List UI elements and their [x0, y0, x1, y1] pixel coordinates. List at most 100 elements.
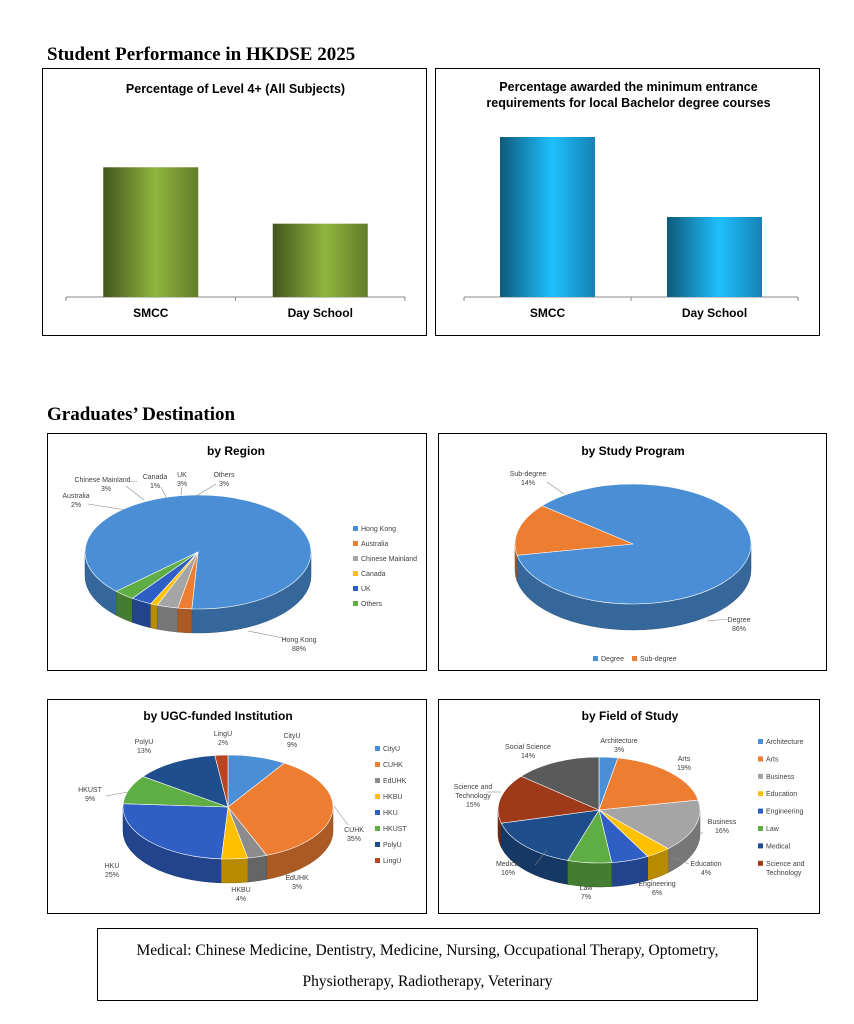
field-chart: by Field of Study Architecture 3% Arts 19% Bu… [438, 699, 820, 914]
program-legend-swatch [632, 656, 637, 661]
region-legend-label: Hong Kong [361, 526, 396, 533]
institution-legend-swatch [375, 810, 380, 815]
institution-label-hkust: HKUST [78, 787, 102, 794]
region-label-others: 3% [219, 481, 229, 488]
region-leader-line [195, 483, 217, 497]
institution-label-lingu: 2% [218, 740, 228, 747]
program-title: by Study Program [581, 444, 684, 458]
institution-wall-eduhk [247, 855, 267, 883]
field-label-medical: 16% [501, 870, 515, 877]
region-label-hong-kong: 88% [292, 646, 306, 653]
field-label-education: Education [690, 861, 721, 868]
institution-legend-swatch [375, 778, 380, 783]
region-title: by Region [207, 444, 265, 458]
region-label-chinese-mainland: Chinese Mainland… [74, 477, 137, 484]
field-legend-swatch [758, 773, 763, 779]
field-label-arts: 19% [677, 765, 691, 772]
institution-chart-svg: by UGC-funded Institution CityU 9% CUHK 35% E… [78, 709, 407, 903]
level4-chart-svg: Percentage of Level 4+ (All Subjects) SMC… [65, 82, 406, 320]
field-chart-svg: by Field of Study Architecture 3% Arts 19% Bu… [454, 709, 805, 901]
field-leader-line [534, 849, 548, 866]
region-legend-swatch [353, 586, 358, 591]
field-legend-swatch [758, 791, 763, 797]
medical-note-line1: Medical: Chinese Medicine, Dentistry, Me… [136, 942, 719, 959]
region-slice-others [115, 551, 199, 599]
institution-label-cityu: 9% [287, 742, 297, 749]
performance-heading: Student Performance in HKDSE 2025 [47, 44, 356, 65]
institution-leader-line [333, 805, 349, 826]
institution-legend-label: EdUHK [383, 778, 407, 785]
region-legend-swatch [353, 541, 358, 546]
region-wall-canada [150, 603, 158, 630]
level4-bar-smcc [103, 167, 199, 297]
field-wall-law [567, 860, 612, 888]
region-wall-chinese-mainland [157, 604, 179, 633]
institution-legend-swatch [375, 842, 380, 847]
institution-label-polyu: PolyU [135, 739, 154, 746]
region-label-canada: 1% [150, 483, 160, 490]
institution-slice-lingu [214, 754, 229, 808]
institution-legend-swatch [375, 826, 380, 831]
program-leader-line [706, 618, 730, 622]
region-label-hong-kong: Hong Kong [281, 637, 316, 644]
region-label-others: Others [213, 472, 235, 479]
program-label-sub-degree: 14% [521, 480, 535, 487]
bachelor-bar-smcc [500, 137, 595, 297]
field-label-social-science: 14% [521, 753, 535, 760]
institution-label-hkbu: HKBU [231, 887, 250, 894]
field-legend-swatch [758, 756, 763, 762]
region-label-canada: Canada [143, 474, 168, 481]
region-chart: by Region Hong Kong 88% Australia 2% Chinese … [47, 433, 427, 671]
region-legend-label: UK [361, 586, 371, 593]
institution-slice-cuhk [227, 762, 334, 856]
bachelor-category-label: Day School [682, 306, 747, 320]
field-legend-label: Medical [766, 843, 791, 850]
program-label-sub-degree: Sub-degree [510, 471, 547, 478]
field-legend-swatch [758, 826, 763, 831]
region-label-uk: UK [177, 472, 187, 479]
program-legend-label: Sub-degree [640, 656, 677, 663]
field-label-arts: Arts [678, 756, 691, 763]
region-leader-line [125, 485, 145, 501]
field-legend-label: Technology [766, 870, 802, 877]
region-leader-line [247, 630, 289, 640]
region-label-australia: Australia [62, 493, 89, 500]
institution-label-hkbu: 4% [236, 896, 246, 903]
field-label-law: Law [580, 885, 594, 892]
institution-legend-swatch [375, 794, 380, 799]
region-legend-swatch [353, 571, 358, 576]
field-legend-label: Arts [766, 756, 779, 763]
institution-legend-swatch [375, 746, 380, 751]
region-legend-swatch [353, 601, 358, 606]
institution-label-cuhk: 35% [347, 836, 361, 843]
region-leader-line [87, 503, 127, 511]
institution-legend-label: LingU [383, 858, 401, 865]
institution-label-hkust: 9% [85, 796, 95, 803]
institution-label-eduhk: EdUHK [285, 875, 309, 882]
level4-category-label: SMCC [133, 306, 169, 320]
institution-chart: by UGC-funded Institution CityU 9% CUHK 35% E… [47, 699, 427, 914]
institution-label-cuhk: CUHK [344, 827, 364, 834]
field-legend-label: Education [766, 791, 797, 798]
field-label-medical: Medical [496, 861, 521, 868]
field-label-business: 16% [715, 828, 729, 835]
field-legend-label: Architecture [766, 739, 803, 746]
institution-wall-hkbu [221, 857, 248, 884]
level4-chart: Percentage of Level 4+ (All Subjects) SMC… [42, 68, 427, 336]
region-leader-line [160, 486, 167, 498]
level4-bar-day-school [272, 223, 368, 297]
level4-title-line: Percentage of Level 4+ (All Subjects) [126, 82, 345, 96]
region-wall-australia [177, 607, 193, 634]
region-legend-swatch [353, 526, 358, 531]
region-legend-label: Australia [361, 541, 388, 548]
region-chart-svg: by Region Hong Kong 88% Australia 2% Chinese … [62, 444, 417, 653]
field-label-science-and-technology: Technology [455, 793, 491, 800]
institution-label-hku: HKU [105, 863, 120, 870]
field-legend-swatch [758, 808, 763, 814]
field-slice-science-and-technology [497, 775, 601, 824]
program-leader-line [546, 481, 565, 495]
bachelor-chart-svg: Percentage awarded the minimum entrance r… [463, 80, 799, 320]
field-label-education: 4% [701, 870, 711, 877]
bachelor-bar-day-school [667, 217, 762, 297]
region-legend-label: Chinese Mainland [361, 556, 417, 563]
